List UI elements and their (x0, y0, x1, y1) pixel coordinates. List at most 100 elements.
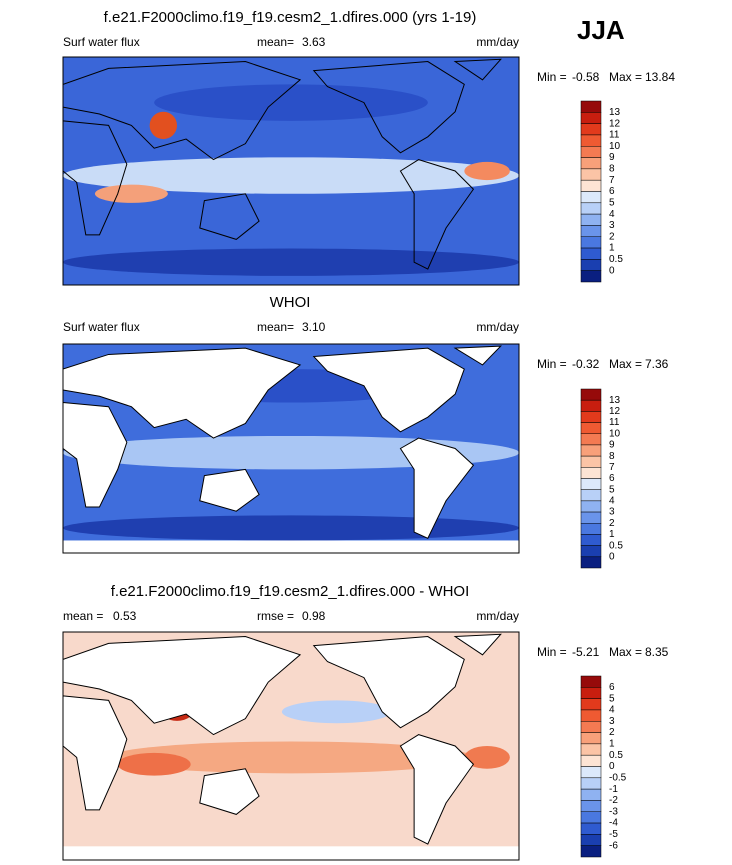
colorbar-label: 3 (609, 716, 615, 727)
field-blob (63, 157, 519, 194)
colorbar-box (580, 534, 602, 546)
field-blob (108, 741, 474, 774)
colorbar-box (580, 236, 602, 249)
colorbar-box (580, 225, 602, 237)
continent (453, 633, 502, 656)
field-blob (149, 111, 178, 140)
colorbar-box (580, 709, 602, 722)
max-value: 13.84 (645, 70, 675, 84)
colorbar-box (580, 698, 602, 711)
continent (453, 58, 502, 81)
min-value: -0.32 (572, 357, 600, 371)
map-frame (62, 56, 520, 286)
colorbar-box (580, 411, 602, 423)
colorbar-box (580, 489, 602, 502)
colorbar-box (580, 247, 602, 260)
colorbar-box (580, 270, 602, 283)
colorbar-label: 13 (609, 107, 621, 118)
colorbar-label: 6 (609, 473, 615, 484)
min-label: Min = (537, 357, 567, 371)
colorbar-label: 1 (609, 739, 615, 750)
colorbar-box (580, 556, 602, 569)
antarctica (63, 846, 519, 860)
colorbar-label: 1 (609, 243, 615, 254)
map (63, 344, 519, 553)
map (63, 57, 519, 285)
field-blob (94, 184, 168, 203)
colorbar-label: -0.5 (609, 772, 627, 783)
colorbar-label: 0.5 (609, 254, 623, 265)
colorbar-box (580, 675, 602, 688)
colorbar-label: 6 (609, 186, 615, 197)
colorbar-label: 3 (609, 507, 615, 518)
colorbar-label: 3 (609, 220, 615, 231)
colorbar-label: 1 (609, 529, 615, 540)
continent (312, 347, 465, 433)
stat-label: mean= (257, 35, 294, 49)
field-blob (281, 700, 392, 724)
map-frame (62, 631, 520, 861)
max-value: 8.35 (645, 645, 669, 659)
colorbar-box (580, 146, 602, 158)
continent (63, 402, 128, 508)
panel-title: WHOI (270, 294, 311, 311)
colorbar-label: -5 (609, 829, 618, 840)
colorbar-box (580, 112, 602, 124)
colorbar-box (580, 721, 602, 733)
field-blob (63, 248, 519, 276)
colorbar-label: 13 (609, 395, 621, 406)
colorbar-box (580, 754, 602, 767)
colorbar-label: 4 (609, 496, 615, 507)
continent (199, 768, 260, 815)
map (63, 632, 519, 860)
colorbar-box (580, 444, 602, 457)
colorbar-label: 7 (609, 175, 615, 186)
colorbar-box (580, 732, 602, 745)
min-label: Min = (537, 645, 567, 659)
colorbar-label: 0 (609, 265, 615, 276)
colorbar-label: 7 (609, 462, 615, 473)
colorbar-label: 9 (609, 440, 615, 451)
colorbar-label: 2 (609, 727, 615, 738)
continent (312, 61, 465, 154)
colorbar-box (580, 777, 602, 790)
colorbar-box (580, 687, 602, 699)
colorbar-label: 8 (609, 451, 615, 462)
colorbar-label: 11 (609, 130, 620, 141)
continent (399, 734, 475, 845)
field-blob (63, 515, 519, 541)
colorbar-label: 10 (609, 428, 621, 439)
colorbar-box (580, 433, 602, 446)
colorbar-box (580, 123, 602, 136)
colorbar-label: 2 (609, 518, 615, 529)
colorbar-label: 11 (609, 417, 620, 428)
field-blob (117, 752, 191, 776)
colorbar-box (580, 845, 602, 858)
panel: f.e21.F2000climo.f19_f19.cesm2_1.dfires.… (62, 9, 675, 286)
colorbar-label: 9 (609, 152, 615, 163)
field-blob (63, 435, 519, 470)
colorbar-label: 12 (609, 406, 621, 417)
colorbar-box (580, 834, 602, 846)
max-label: Max = (609, 70, 642, 84)
stat-label: mean= (257, 320, 294, 334)
colorbar-label: -1 (609, 784, 618, 795)
left-label: Surf water flux (63, 35, 140, 49)
continent (399, 159, 475, 270)
continent (312, 636, 465, 729)
colorbar-label: 5 (609, 484, 615, 495)
continent (199, 193, 260, 240)
colorbar-box (580, 455, 602, 468)
colorbar-box (580, 179, 602, 192)
units: mm/day (476, 35, 519, 49)
colorbar-box (580, 100, 602, 113)
colorbar-box (580, 202, 602, 215)
stat-value: 3.10 (302, 320, 326, 334)
colorbar-box (580, 134, 602, 147)
colorbar-box (580, 191, 602, 204)
colorbar-box (580, 259, 602, 271)
antarctica (63, 540, 519, 553)
continent (63, 636, 302, 736)
colorbar-label: 4 (609, 209, 615, 220)
